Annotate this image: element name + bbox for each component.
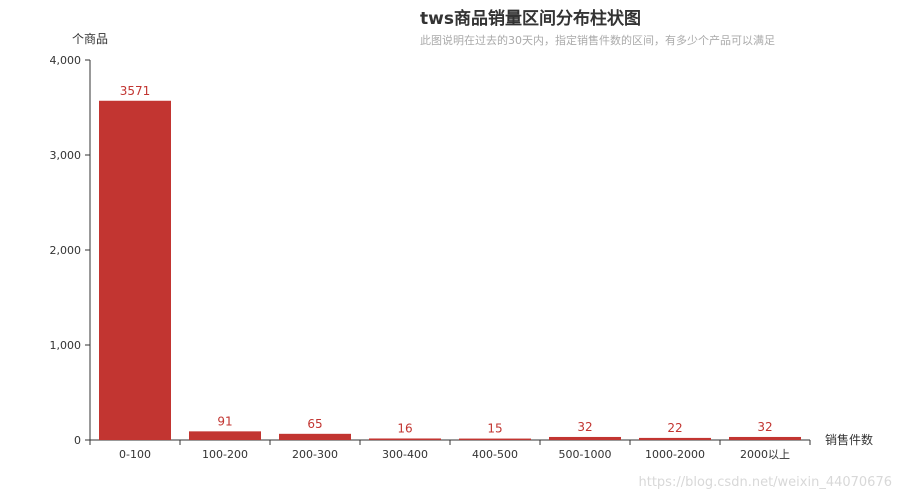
- x-tick-label: 300-400: [382, 448, 428, 461]
- bar[interactable]: [549, 436, 621, 440]
- y-axis-title: 个商品: [72, 31, 108, 46]
- x-axis: 0-100 100-200 200-300 300-400 400-500 500-100…: [89, 439, 811, 461]
- y-tick-label: 3,000: [50, 149, 82, 162]
- x-tick-label: 400-500: [472, 448, 518, 461]
- x-tick-label: 0-100: [119, 448, 151, 461]
- bar[interactable]: [99, 100, 171, 440]
- y-axis: 0 1,000 2,000 3,000 4,000: [50, 54, 91, 447]
- bar[interactable]: [729, 436, 801, 440]
- x-tick-label: 200-300: [292, 448, 338, 461]
- chart-title: tws商品销量区间分布柱状图: [420, 9, 641, 29]
- x-tick-label: 500-1000: [559, 448, 612, 461]
- watermark: https://blog.csdn.net/weixin_44070676: [638, 475, 892, 490]
- x-tick-label: 1000-2000: [645, 448, 705, 461]
- bar-value-label: 32: [757, 420, 772, 434]
- bar[interactable]: [459, 438, 531, 440]
- bar-value-label: 91: [217, 414, 232, 428]
- bar-value-label: 22: [667, 421, 682, 435]
- bar[interactable]: [639, 437, 711, 440]
- y-tick-label: 1,000: [50, 339, 82, 352]
- bar[interactable]: [369, 438, 441, 440]
- chart-subtitle: 此图说明在过去的30天内，指定销售件数的区间，有多少个产品可以满足: [420, 34, 775, 47]
- x-axis-title: 销售件数: [825, 432, 873, 447]
- bar-series: [99, 100, 801, 440]
- bar-value-label: 15: [487, 422, 502, 436]
- y-tick-label: 4,000: [50, 54, 82, 67]
- bar-value-label: 3571: [120, 84, 151, 98]
- bar-value-labels: 3571 91 65 16 15 32 22 32: [120, 84, 773, 436]
- bar-value-label: 65: [307, 417, 322, 431]
- x-tick-label: 2000以上: [740, 448, 790, 461]
- bar-value-label: 32: [577, 420, 592, 434]
- x-tick-label: 100-200: [202, 448, 248, 461]
- bar[interactable]: [189, 431, 261, 440]
- bar-value-label: 16: [397, 421, 412, 435]
- bar[interactable]: [279, 433, 351, 440]
- y-tick-label: 0: [74, 434, 81, 447]
- y-tick-label: 2,000: [50, 244, 82, 257]
